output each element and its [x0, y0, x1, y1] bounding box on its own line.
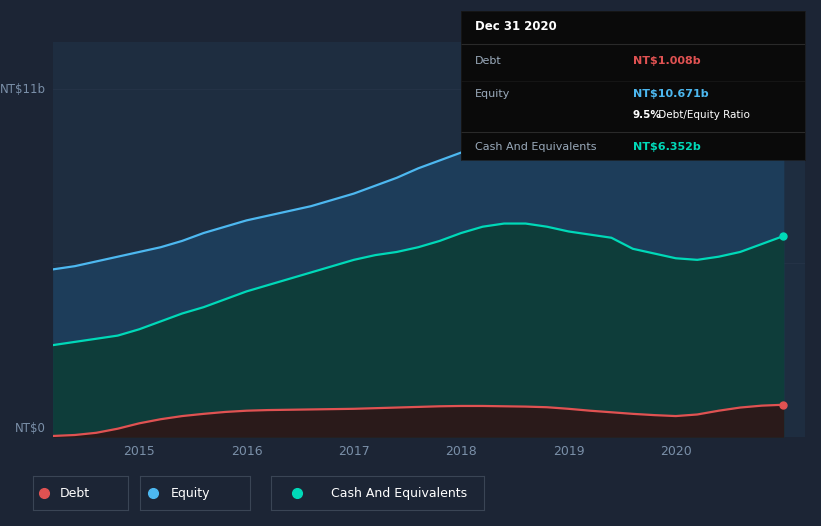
Text: Equity: Equity — [171, 487, 210, 500]
Text: Equity: Equity — [475, 89, 511, 99]
Text: Debt: Debt — [475, 56, 502, 66]
Text: Debt: Debt — [59, 487, 89, 500]
Text: NT$10.671b: NT$10.671b — [633, 89, 709, 99]
Text: Cash And Equivalents: Cash And Equivalents — [331, 487, 467, 500]
Text: Debt/Equity Ratio: Debt/Equity Ratio — [655, 110, 750, 120]
Text: NT$11b: NT$11b — [0, 83, 46, 96]
Text: 9.5%: 9.5% — [633, 110, 662, 120]
Text: NT$6.352b: NT$6.352b — [633, 142, 701, 152]
Text: NT$1.008b: NT$1.008b — [633, 56, 700, 66]
Text: Dec 31 2020: Dec 31 2020 — [475, 20, 557, 33]
Text: NT$0: NT$0 — [15, 422, 46, 435]
Text: Cash And Equivalents: Cash And Equivalents — [475, 142, 597, 152]
